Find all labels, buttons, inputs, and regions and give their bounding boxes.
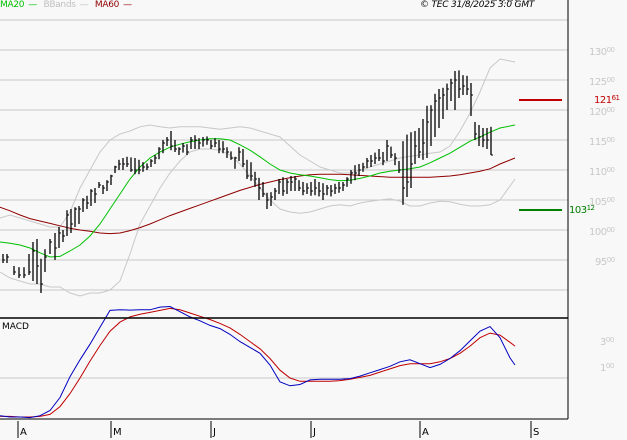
level-tag-lines (519, 99, 562, 211)
ma20-line (0, 124, 516, 258)
price-label: 13000 (589, 46, 615, 58)
month-label: S (533, 427, 540, 438)
month-label: J (313, 427, 316, 438)
month-label: A (20, 427, 27, 438)
legend-bbands: BBands — (43, 0, 89, 10)
price-label: 12000 (589, 106, 615, 118)
bb-upper-line (0, 58, 516, 228)
macd-panel (0, 305, 568, 419)
chart-legend: MA20— BBands — MA60— (0, 0, 136, 12)
copyright-notice: © TEC 31/8/2025 3:0 GMT (420, 0, 535, 10)
price-label: 9500 (595, 256, 615, 268)
macd-axis-label: 100 (600, 362, 614, 374)
legend-ma20-label: MA20 (0, 0, 25, 10)
resistance-tag: 12161 (594, 94, 620, 106)
price-label: 10500 (589, 196, 615, 208)
month-label: J (213, 427, 216, 438)
price-label: 12500 (589, 76, 615, 88)
ohlc-bars (2, 0, 517, 293)
month-label: A (422, 427, 429, 438)
price-label: 11500 (589, 136, 615, 148)
macd-axis-label: 300 (600, 336, 614, 348)
ma20-path (0, 124, 516, 258)
legend-ma20: MA20— (0, 0, 37, 10)
legend-ma60-label: MA60 (94, 0, 120, 10)
legend-ma60: MA60— (94, 0, 132, 10)
main-gridlines (0, 19, 568, 291)
support-tag: 10312 (569, 204, 595, 216)
macd-line (0, 305, 516, 419)
price-label: 11000 (589, 166, 615, 178)
macd-signal-line (0, 307, 516, 418)
legend-bbands-label: BBands (43, 0, 76, 10)
macd-label: MACD (2, 322, 29, 332)
bb-lower-line (0, 148, 516, 297)
month-label: M (113, 427, 122, 438)
price-label: 10000 (589, 226, 615, 238)
month-ticks (17, 421, 532, 438)
